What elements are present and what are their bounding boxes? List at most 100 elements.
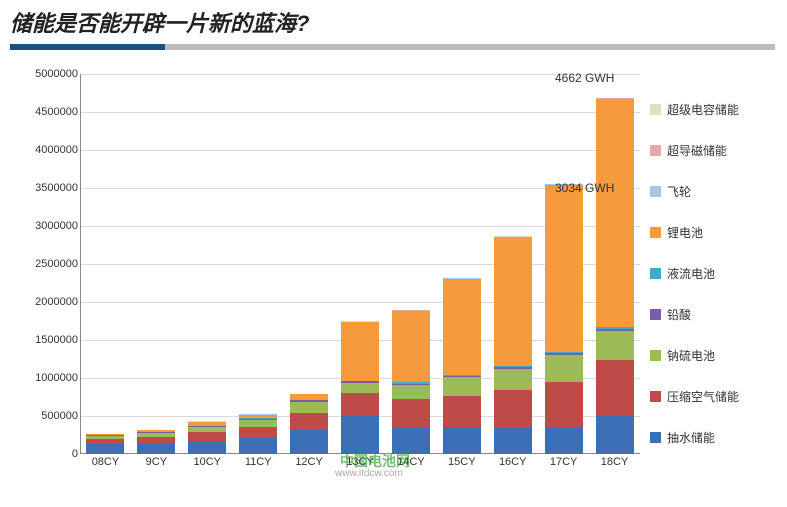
legend-swatch	[650, 350, 661, 361]
legend-label: 压缩空气储能	[667, 388, 739, 405]
legend-swatch	[650, 391, 661, 402]
bar-segment-lithium	[596, 99, 634, 327]
legend-swatch	[650, 227, 661, 238]
bar-segment-pumped_storage	[392, 427, 430, 454]
legend-item: 液流电池	[650, 265, 770, 282]
legend-label: 超导磁储能	[667, 142, 727, 159]
legend-item: 超级电容储能	[650, 101, 770, 118]
legend-label: 抽水储能	[667, 429, 715, 446]
bar-segment-sodium_sulfur	[443, 377, 481, 396]
legend-swatch	[650, 432, 661, 443]
bar-segment-compressed_air	[239, 427, 277, 438]
legend-label: 超级电容储能	[667, 101, 739, 118]
bar-segment-compressed_air	[596, 360, 634, 416]
bar-column	[341, 321, 379, 454]
legend-label: 铅酸	[667, 306, 691, 323]
stacked-bar-chart: 0 500000 1000000 1500000 2000000 2500000 30000…	[10, 56, 777, 501]
chart-annotation: 4662 GWH	[555, 71, 614, 85]
bar-segment-compressed_air	[494, 390, 532, 428]
x-tick-label: 17CY	[545, 456, 583, 468]
y-tick-label: 5000000	[10, 68, 78, 80]
x-tick-label: 10CY	[188, 456, 226, 468]
x-tick-label: 18CY	[596, 456, 634, 468]
bar-segment-pumped_storage	[137, 443, 175, 454]
y-tick-label: 1500000	[10, 334, 78, 346]
legend-item: 压缩空气储能	[650, 388, 770, 405]
bar-segment-pumped_storage	[188, 441, 226, 454]
bar-segment-pumped_storage	[290, 430, 328, 454]
bar-segment-pumped_storage	[86, 444, 124, 454]
bar-column	[494, 236, 532, 454]
x-tick-label: 15CY	[443, 456, 481, 468]
legend: 超级电容储能超导磁储能飞轮锂电池液流电池铅酸钠硫电池压缩空气储能抽水储能	[650, 101, 770, 470]
bar-column	[392, 310, 430, 454]
bar-segment-lithium	[443, 279, 481, 375]
x-tick-label: 11CY	[239, 456, 277, 468]
legend-item: 抽水储能	[650, 429, 770, 446]
title-divider	[10, 44, 775, 50]
bar-segment-pumped_storage	[443, 427, 481, 454]
bar-segment-lithium	[494, 237, 532, 365]
bar-segment-compressed_air	[443, 396, 481, 426]
legend-item: 超导磁储能	[650, 142, 770, 159]
y-tick-label: 4000000	[10, 144, 78, 156]
y-tick-label: 2500000	[10, 258, 78, 270]
bar-segment-compressed_air	[137, 437, 175, 444]
bars-container	[80, 74, 640, 454]
page-title: 储能是否能开辟一片新的蓝海?	[10, 11, 309, 36]
bar-column	[188, 421, 226, 454]
bar-segment-compressed_air	[341, 393, 379, 416]
y-tick-label: 4500000	[10, 106, 78, 118]
legend-item: 锂电池	[650, 224, 770, 241]
bar-column	[443, 278, 481, 454]
x-tick-label: 12CY	[290, 456, 328, 468]
x-tick-label: 08CY	[86, 456, 124, 468]
legend-label: 液流电池	[667, 265, 715, 282]
legend-swatch	[650, 104, 661, 115]
legend-label: 钠硫电池	[667, 347, 715, 364]
bar-segment-sodium_sulfur	[494, 369, 532, 390]
y-tick-label: 3000000	[10, 220, 78, 232]
bar-segment-pumped_storage	[596, 416, 634, 454]
bar-segment-compressed_air	[188, 432, 226, 441]
bar-segment-lithium	[392, 311, 430, 382]
bar-column	[290, 394, 328, 454]
bar-segment-sodium_sulfur	[239, 420, 277, 427]
y-tick-label: 3500000	[10, 182, 78, 194]
legend-swatch	[650, 145, 661, 156]
bar-segment-pumped_storage	[545, 427, 583, 454]
bar-column	[86, 434, 124, 454]
bar-column	[137, 430, 175, 454]
legend-swatch	[650, 309, 661, 320]
bar-column	[545, 184, 583, 454]
bar-segment-sodium_sulfur	[545, 355, 583, 382]
y-tick-label: 2000000	[10, 296, 78, 308]
y-tick-label: 1000000	[10, 372, 78, 384]
x-tick-label: 16CY	[494, 456, 532, 468]
bar-segment-lithium	[341, 322, 379, 381]
chart-annotation: 3034 GWH	[555, 181, 614, 195]
bar-segment-compressed_air	[392, 399, 430, 428]
legend-swatch	[650, 186, 661, 197]
bar-column	[239, 414, 277, 454]
bar-segment-sodium_sulfur	[290, 402, 328, 413]
x-tick-label: 9CY	[137, 456, 175, 468]
bar-segment-lithium	[545, 185, 583, 352]
legend-label: 飞轮	[667, 183, 691, 200]
y-tick-label: 0	[10, 448, 78, 460]
bar-segment-compressed_air	[290, 413, 328, 430]
legend-swatch	[650, 268, 661, 279]
legend-item: 飞轮	[650, 183, 770, 200]
bar-segment-sodium_sulfur	[341, 383, 379, 394]
bar-segment-sodium_sulfur	[392, 385, 430, 399]
bar-segment-compressed_air	[545, 382, 583, 428]
bar-segment-pumped_storage	[341, 416, 379, 454]
bar-segment-pumped_storage	[494, 428, 532, 454]
bar-column	[596, 98, 634, 454]
legend-item: 钠硫电池	[650, 347, 770, 364]
bar-segment-pumped_storage	[239, 438, 277, 454]
watermark-url: www.itdcw.com	[335, 468, 403, 479]
bar-segment-sodium_sulfur	[596, 331, 634, 360]
y-tick-label: 500000	[10, 410, 78, 422]
legend-item: 铅酸	[650, 306, 770, 323]
